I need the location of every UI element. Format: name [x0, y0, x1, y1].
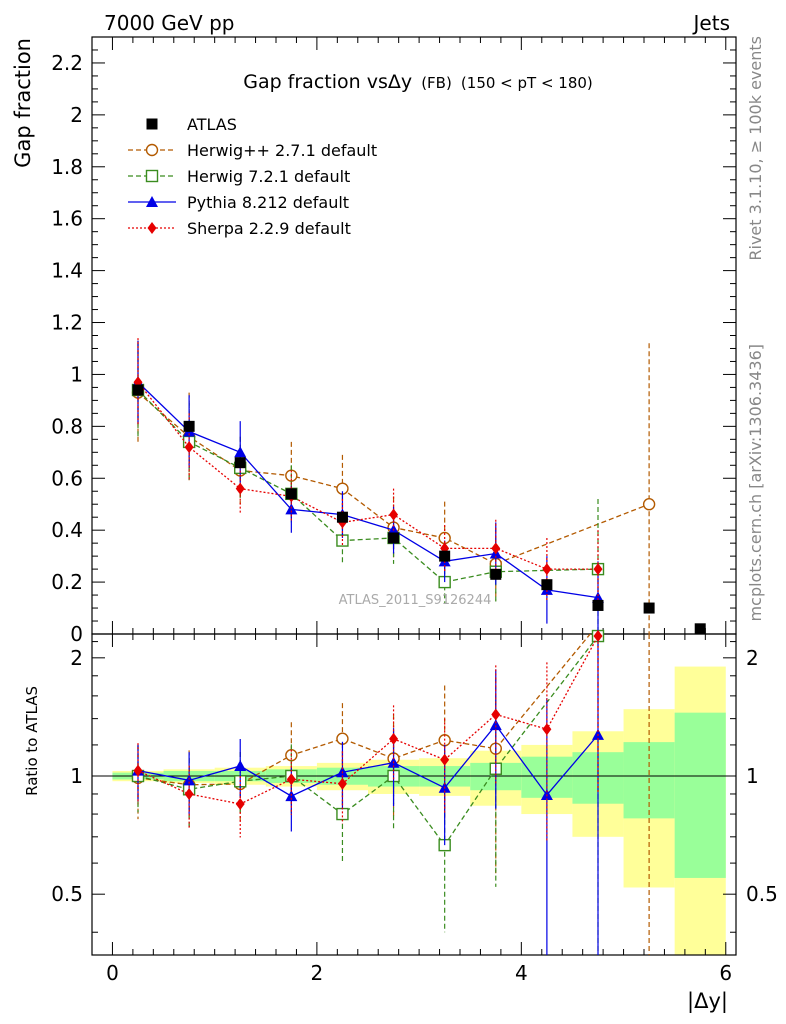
ratio-point-sherpa: [440, 753, 450, 766]
data-point-atlas: [490, 568, 502, 580]
ratio-point-sherpa: [184, 787, 194, 800]
ratio-point-sherpa: [286, 773, 296, 786]
legend-label: Sherpa 2.2.9 default: [187, 219, 351, 238]
y-tick-label-top: 1: [70, 362, 83, 386]
y-tick-label-top: 1.8: [51, 155, 83, 179]
data-point-atlas: [336, 511, 348, 523]
header-left: 7000 GeV pp: [104, 11, 235, 35]
data-point-atlas: [285, 488, 297, 500]
data-point-atlas: [388, 532, 400, 544]
series-line-sherpa: [137, 381, 598, 570]
x-tick-label: 6: [719, 961, 732, 985]
rivet-version-label: Rivet 3.1.10, ≥ 100k events: [746, 36, 765, 261]
y-tick-label-top: 2: [70, 103, 83, 127]
y-tick-label-top: 1.4: [51, 259, 83, 283]
legend-label: Herwig++ 2.7.1 default: [187, 141, 377, 160]
y-tick-label-top: 0.6: [51, 466, 83, 490]
data-point-atlas: [643, 602, 655, 614]
point-sherpa: [542, 563, 552, 576]
point-pythia: [234, 446, 247, 458]
y-tick-label-bottom-left: 1: [70, 764, 83, 788]
data-point-atlas: [183, 420, 195, 432]
ratio-line-herwigpp: [137, 634, 592, 786]
watermark: ATLAS_2011_S9126244: [339, 593, 492, 608]
point-pythia: [592, 591, 604, 603]
y-tick-label-bottom-left: 2: [70, 646, 83, 670]
series-herwig: [131, 343, 605, 955]
ratio-point-sherpa: [337, 777, 347, 790]
x-tick-label: 0: [106, 961, 119, 985]
y-axis-label-top: Gap fraction: [11, 38, 35, 168]
mcplots-reference-label: mcplots.cern.ch [arXiv:1306.3436]: [746, 344, 765, 621]
series-line-pythia: [137, 381, 599, 599]
legend-label: Pythia 8.212 default: [187, 193, 349, 212]
legend-label: Herwig 7.2.1 default: [187, 167, 350, 186]
ratio-point-sherpa: [593, 630, 603, 643]
bottom-panel-frame: [91, 633, 737, 956]
legend-marker: [146, 196, 158, 207]
y-tick-label-top: 0.8: [51, 414, 83, 438]
y-tick-label-top: 1.6: [51, 207, 83, 231]
point-sherpa: [389, 508, 399, 521]
series-atlas-data: [132, 384, 706, 635]
series-pythia: [132, 340, 604, 955]
y-tick-label-bottom-right: 2: [746, 646, 759, 670]
series-marks: [131, 338, 706, 955]
ratio-point-pythia: [234, 759, 247, 771]
point-sherpa: [235, 482, 245, 495]
ratio-point-sherpa: [235, 798, 245, 811]
series-line-herwig: [137, 389, 599, 583]
point-sherpa: [184, 441, 194, 454]
data-point-atlas: [541, 579, 553, 591]
ratio-line-pythia: [137, 724, 599, 797]
data-point-atlas: [132, 384, 144, 396]
y-tick-label-bottom-left: 0.5: [51, 882, 83, 906]
point-herwigpp: [642, 498, 656, 511]
point-sherpa: [593, 563, 603, 576]
legend-marker: [145, 169, 159, 183]
legend-marker: [147, 222, 157, 234]
legend: ATLAS Herwig++ 2.7.1 default Herwig 7.2.1 …: [128, 115, 377, 238]
data-point-atlas: [439, 550, 451, 562]
y-axis-label-bottom: Ratio to ATLAS: [23, 686, 41, 796]
legend-marker: [145, 143, 159, 157]
y-tick-label-bottom-right: 1: [746, 764, 759, 788]
data-point-atlas: [592, 599, 604, 611]
band-inner: [674, 712, 726, 878]
x-tick-label: 4: [515, 961, 528, 985]
point-pythia: [285, 503, 298, 515]
ratio-point-pythia: [489, 719, 502, 731]
legend-marker-atlas: [146, 118, 158, 130]
y-tick-label-top: 1.2: [51, 311, 83, 335]
y-tick-label-top: 0: [70, 622, 83, 646]
plot-title: Gap fraction vsΔy (FB) (150 < pT < 180): [243, 71, 593, 93]
x-tick-label: 2: [311, 961, 324, 985]
point-sherpa: [491, 542, 501, 555]
ratio-point-herwig: [336, 807, 349, 821]
ratio-point-pythia: [183, 774, 196, 786]
legend-label-atlas: ATLAS: [187, 115, 237, 134]
y-tick-label-top: 0.4: [51, 518, 83, 542]
y-tick-label-top: 2.2: [51, 51, 83, 75]
ratio-point-sherpa: [133, 764, 143, 777]
ratio-point-sherpa: [491, 708, 501, 721]
data-point-atlas: [694, 623, 706, 635]
data-point-atlas: [234, 457, 246, 469]
ratio-point-sherpa: [389, 732, 399, 745]
y-tick-label-top: 0.2: [51, 570, 83, 594]
y-tick-label-bottom-right: 0.5: [746, 882, 778, 906]
series-herwigpp: [131, 340, 656, 955]
axis-ticks: 0 0.2 0.4 0.6 0.8 1 1.2 1.4 1.6 1.8 2 2.2 0.5 0.5 1 1 2 2…: [51, 36, 778, 985]
header-right: Jets: [692, 11, 730, 35]
x-axis-label: |Δy|: [687, 989, 728, 1014]
ratio-point-sherpa: [542, 723, 552, 736]
